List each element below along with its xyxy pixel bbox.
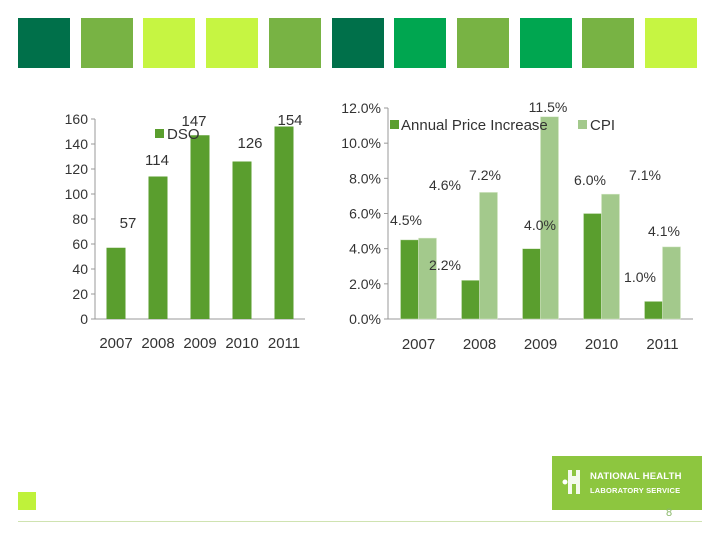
footer-square [18, 492, 36, 510]
y-tick-label: 100 [65, 186, 89, 202]
footer-divider [18, 521, 702, 522]
y-tick-label: 4.0% [349, 241, 381, 257]
bar-dso [274, 126, 294, 319]
bar-dso [190, 135, 210, 319]
price-increase-cpi-bar-chart: 0.0% 2.0% 4.0% 6.0% 8.0% 10.0% 12.0% 4.5% 2.2% 4.… [341, 99, 693, 353]
bar-dso [106, 247, 126, 319]
bar-cpi [540, 116, 559, 320]
data-label: 1.0% [624, 269, 656, 285]
y-tick-label: 20 [72, 286, 88, 302]
y-tick-label: 0.0% [349, 311, 381, 327]
data-label: 154 [277, 112, 302, 129]
header-tile [206, 18, 259, 68]
dso-bar-chart: 0 20 40 60 80 100 120 140 160 57 114 147 126 154 2007 2… [65, 111, 305, 352]
logo-title: NATIONAL HEALTH [590, 471, 682, 482]
y-tick-label: 60 [72, 236, 88, 252]
data-label: 4.6% [429, 177, 461, 193]
legend-swatch [578, 120, 587, 129]
bar-annual-price-increase [644, 301, 663, 320]
y-tick-label: 120 [65, 161, 89, 177]
data-label: 6.0% [574, 172, 606, 188]
data-label: 4.0% [524, 217, 556, 233]
data-label: 126 [237, 135, 262, 152]
bar-dso [232, 161, 252, 319]
page-number: 8 [666, 507, 673, 519]
x-tick-label: 2007 [402, 336, 435, 353]
x-tick-label: 2009 [183, 335, 216, 352]
x-tick-label: 2011 [646, 336, 678, 353]
data-label: 4.1% [648, 223, 680, 239]
header-tile [645, 18, 697, 68]
data-label: 7.1% [629, 167, 661, 183]
data-label: 7.2% [469, 167, 501, 183]
header-tile [268, 18, 321, 68]
data-label: 4.5% [390, 212, 422, 228]
legend-swatch [155, 129, 164, 138]
bar-annual-price-increase [583, 213, 602, 320]
x-tick-label: 2009 [524, 336, 557, 353]
bar-annual-price-increase [522, 248, 541, 320]
header-tile [331, 18, 384, 68]
legend-label: Annual Price Increase [401, 117, 548, 134]
legend-label: DSO [167, 126, 200, 143]
data-label: 147 [181, 113, 206, 130]
y-tick-label: 140 [65, 136, 89, 152]
y-tick-label: 40 [72, 261, 88, 277]
y-tick-label: 6.0% [349, 206, 381, 222]
x-tick-label: 2008 [141, 335, 174, 352]
logo-subtitle: LABORATORY SERVICE [590, 486, 681, 495]
y-tick-label: 160 [65, 111, 89, 127]
y-tick-label: 8.0% [349, 170, 381, 186]
header-tile [80, 18, 133, 68]
x-tick-label: 2010 [585, 336, 618, 353]
bar-cpi [479, 192, 498, 320]
header-tile [456, 18, 509, 68]
header-tile [18, 18, 70, 68]
header-tile [143, 18, 196, 68]
bar-annual-price-increase [461, 280, 480, 320]
x-tick-label: 2011 [268, 335, 300, 352]
header-tile [394, 18, 447, 68]
data-label: 57 [120, 215, 137, 232]
y-tick-label: 10.0% [341, 135, 381, 151]
bar-cpi [662, 246, 681, 320]
legend-swatch [390, 120, 399, 129]
y-tick-label: 12.0% [341, 100, 381, 116]
y-tick-label: 80 [72, 211, 88, 227]
header-tile [582, 18, 635, 68]
data-label: 11.5% [529, 99, 568, 115]
header-tile [519, 18, 572, 68]
x-tick-label: 2010 [225, 335, 258, 352]
nhls-emblem-icon [562, 470, 580, 494]
nhls-logo: NATIONAL HEALTH LABORATORY SERVICE [552, 456, 702, 510]
bar-cpi [418, 237, 437, 320]
y-tick-label: 0 [80, 311, 88, 327]
x-tick-label: 2007 [99, 335, 132, 352]
bar-dso [148, 176, 168, 319]
bar-cpi [601, 193, 620, 320]
x-tick-label: 2008 [463, 336, 496, 353]
bar-annual-price-increase [400, 239, 419, 320]
legend-label: CPI [590, 117, 615, 134]
y-tick-label: 2.0% [349, 276, 381, 292]
data-label: 114 [145, 152, 169, 169]
data-label: 2.2% [429, 257, 461, 273]
